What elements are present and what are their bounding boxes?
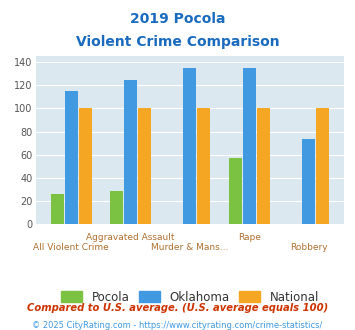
Text: Violent Crime Comparison: Violent Crime Comparison (76, 35, 279, 49)
Bar (229, 158, 242, 224)
Bar (51, 194, 64, 224)
Text: 2019 Pocola: 2019 Pocola (130, 12, 225, 25)
Bar (184, 68, 196, 224)
Bar (138, 108, 151, 224)
Text: Robbery: Robbery (290, 243, 328, 252)
Text: Murder & Mans...: Murder & Mans... (151, 243, 229, 252)
Text: All Violent Crime: All Violent Crime (33, 243, 109, 252)
Bar (243, 68, 256, 224)
Bar (257, 108, 270, 224)
Bar (78, 108, 92, 224)
Bar (65, 91, 78, 224)
Text: Compared to U.S. average. (U.S. average equals 100): Compared to U.S. average. (U.S. average … (27, 303, 328, 313)
Text: Rape: Rape (238, 233, 261, 242)
Text: Aggravated Assault: Aggravated Assault (86, 233, 175, 242)
Legend: Pocola, Oklahoma, National: Pocola, Oklahoma, National (56, 286, 324, 308)
Bar (316, 108, 329, 224)
Bar (302, 139, 315, 224)
Bar (197, 108, 211, 224)
Bar (110, 191, 123, 224)
Text: © 2025 CityRating.com - https://www.cityrating.com/crime-statistics/: © 2025 CityRating.com - https://www.city… (32, 321, 323, 330)
Bar (124, 81, 137, 224)
